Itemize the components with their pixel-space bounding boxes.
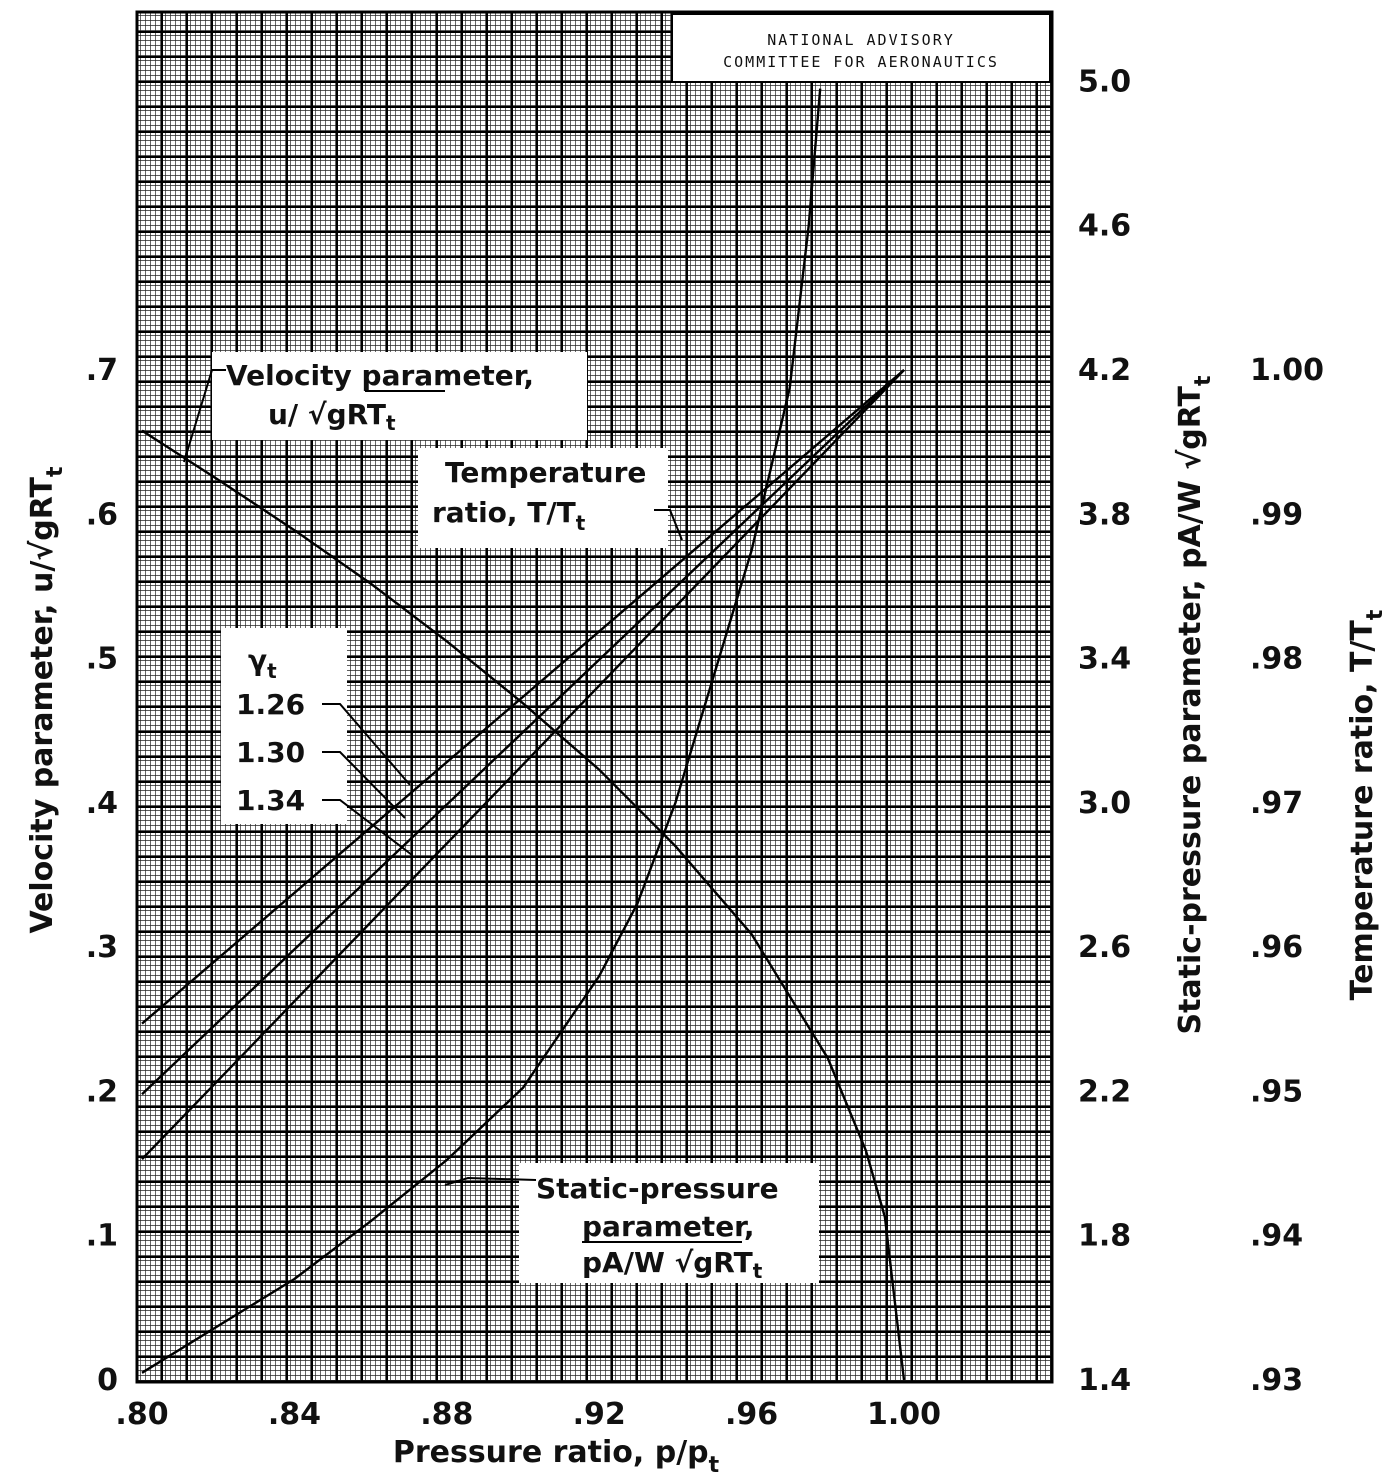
y-left-axis-title: Velocity parameter, u/√gRTt xyxy=(25,466,68,934)
temperature-annotation-line-1: Temperature xyxy=(445,456,646,489)
static-pressure-annotation-line-3: pA/W √gRTt xyxy=(582,1246,763,1283)
y-right2-tick-label: .99 xyxy=(1250,497,1303,532)
temperature-annotation-line-2: ratio, T/Tt xyxy=(432,496,586,535)
x-tick-labels: .80 .84 .88 .92 .96 1.00 xyxy=(115,1397,941,1432)
y-right2-axis-title: Temperature ratio, T/Tt xyxy=(1345,609,1388,1000)
y-left-tick-label: .2 xyxy=(86,1074,118,1109)
static-pressure-annotation-line-1: Static-pressure xyxy=(536,1172,779,1205)
x-tick-label: .84 xyxy=(268,1397,321,1432)
y-right2-tick-label: 1.00 xyxy=(1250,353,1324,388)
y-left-axis-title-sub: t xyxy=(43,466,68,477)
gamma-value-3: 1.34 xyxy=(236,784,305,817)
gamma-leader-1 xyxy=(322,703,411,786)
y-right2-axis-title-sub: t xyxy=(1363,609,1388,620)
y-right1-axis-title-main: Static-pressure parameter, pA/W √gRT xyxy=(1173,385,1208,1034)
static_pressure-curve xyxy=(141,88,822,1374)
x-axis-title-sub: t xyxy=(709,1453,720,1478)
y-right1-tick-label: 5.0 xyxy=(1078,64,1131,99)
header-line-2: COMMITTEE FOR AERONAUTICS xyxy=(723,53,999,71)
gamma-header-sub: t xyxy=(267,659,277,683)
x-axis-title-main: Pressure ratio, p/p xyxy=(393,1435,709,1470)
y-right2-tick-label: .96 xyxy=(1250,930,1303,965)
y-left-tick-label: .3 xyxy=(86,930,118,965)
velocity-annotation-line-2-sub: t xyxy=(386,411,396,435)
y-left-tick-labels: 0 .1 .2 .3 .4 .5 .6 .7 xyxy=(86,353,118,1398)
y-left-axis-title-main: Velocity parameter, u/√gRT xyxy=(25,476,60,933)
y-right1-tick-label: 1.4 xyxy=(1078,1363,1131,1398)
velocity-annotation-line-2-main: u/ √gRT xyxy=(268,398,386,431)
y-right1-tick-label: 2.6 xyxy=(1078,930,1131,965)
y-right2-tick-label: .93 xyxy=(1250,1363,1303,1398)
gamma-header: γt xyxy=(248,644,277,683)
temperature-curve-gamma-1.26 xyxy=(141,369,905,1025)
x-tick-label: .88 xyxy=(420,1397,473,1432)
x-tick-label: .92 xyxy=(573,1397,626,1432)
y-right1-tick-label: 3.4 xyxy=(1078,642,1131,677)
y-right1-tick-label: 3.8 xyxy=(1078,497,1131,532)
y-right1-axis-title-sub: t xyxy=(1191,375,1216,386)
gamma-leader-3 xyxy=(322,799,413,856)
static-pressure-annotation-line-3-sub: t xyxy=(753,1259,763,1283)
y-left-tick-label: .6 xyxy=(86,497,118,532)
velocity-annotation-line-2: u/ √gRTt xyxy=(268,398,396,435)
y-right2-axis-title-main: Temperature ratio, T/T xyxy=(1345,620,1380,1001)
gamma-annotation: γt 1.26 1.30 1.34 xyxy=(221,628,413,856)
curves xyxy=(141,88,906,1381)
temperature-annotation: Temperature ratio, T/Tt xyxy=(418,448,683,548)
y-right1-tick-labels: 1.4 1.8 2.2 2.6 3.0 3.4 3.8 4.2 4.6 5.0 xyxy=(1078,64,1131,1398)
temperature-curve-gamma-1.34 xyxy=(141,369,905,1161)
y-left-tick-label: .5 xyxy=(86,642,118,677)
velocity-leader xyxy=(183,369,226,463)
y-left-tick-label: .1 xyxy=(86,1219,118,1254)
static-pressure-annotation-line-2: parameter, xyxy=(582,1210,755,1243)
x-tick-label: .96 xyxy=(725,1397,778,1432)
y-right1-tick-label: 3.0 xyxy=(1078,786,1131,821)
velocity-annotation: Velocity parameter, u/ √gRTt xyxy=(183,352,587,463)
x-tick-label: .80 xyxy=(115,1397,168,1432)
gamma-value-1: 1.26 xyxy=(236,688,305,721)
velocity-curve xyxy=(141,429,906,1381)
velocity-annotation-line-1: Velocity parameter, xyxy=(226,359,534,392)
header-box: NATIONAL ADVISORY COMMITTEE FOR AERONAUT… xyxy=(671,13,1051,83)
y-right2-tick-labels: .93 .94 .95 .96 .97 .98 .99 1.00 xyxy=(1250,353,1324,1398)
static-pressure-annotation-line-3-main: pA/W √gRT xyxy=(582,1246,753,1279)
y-left-tick-label: 0 xyxy=(97,1363,118,1398)
temperature-leader xyxy=(654,509,683,541)
temperature-annotation-line-2-main: ratio, T/T xyxy=(432,496,576,529)
header-line-1: NATIONAL ADVISORY xyxy=(767,31,955,49)
x-tick-label: 1.00 xyxy=(867,1397,941,1432)
y-right1-axis-title: Static-pressure parameter, pA/W √gRTt xyxy=(1173,375,1216,1035)
plot-frame xyxy=(135,10,1054,1384)
y-left-tick-label: .7 xyxy=(86,353,118,388)
x-axis-title: Pressure ratio, p/pt xyxy=(393,1435,720,1478)
y-right1-tick-label: 1.8 xyxy=(1078,1219,1131,1254)
y-right2-tick-label: .98 xyxy=(1250,642,1303,677)
gamma-header-main: γ xyxy=(248,644,267,677)
gamma-leader-2 xyxy=(322,751,406,819)
temperature-curve-gamma-1.30 xyxy=(141,369,905,1096)
y-right2-tick-label: .97 xyxy=(1250,786,1303,821)
static-pressure-leader xyxy=(444,1176,537,1186)
static-pressure-annotation: Static-pressure parameter, pA/W √gRTt xyxy=(444,1163,819,1283)
gamma-value-2: 1.30 xyxy=(236,736,305,769)
y-right1-tick-label: 4.2 xyxy=(1078,353,1131,388)
y-right2-tick-label: .94 xyxy=(1250,1219,1303,1254)
y-right2-tick-label: .95 xyxy=(1250,1074,1303,1109)
y-right1-tick-label: 2.2 xyxy=(1078,1074,1131,1109)
y-left-tick-label: .4 xyxy=(86,786,118,821)
y-right1-tick-label: 4.6 xyxy=(1078,209,1131,244)
temperature-annotation-line-2-sub: t xyxy=(576,511,586,535)
